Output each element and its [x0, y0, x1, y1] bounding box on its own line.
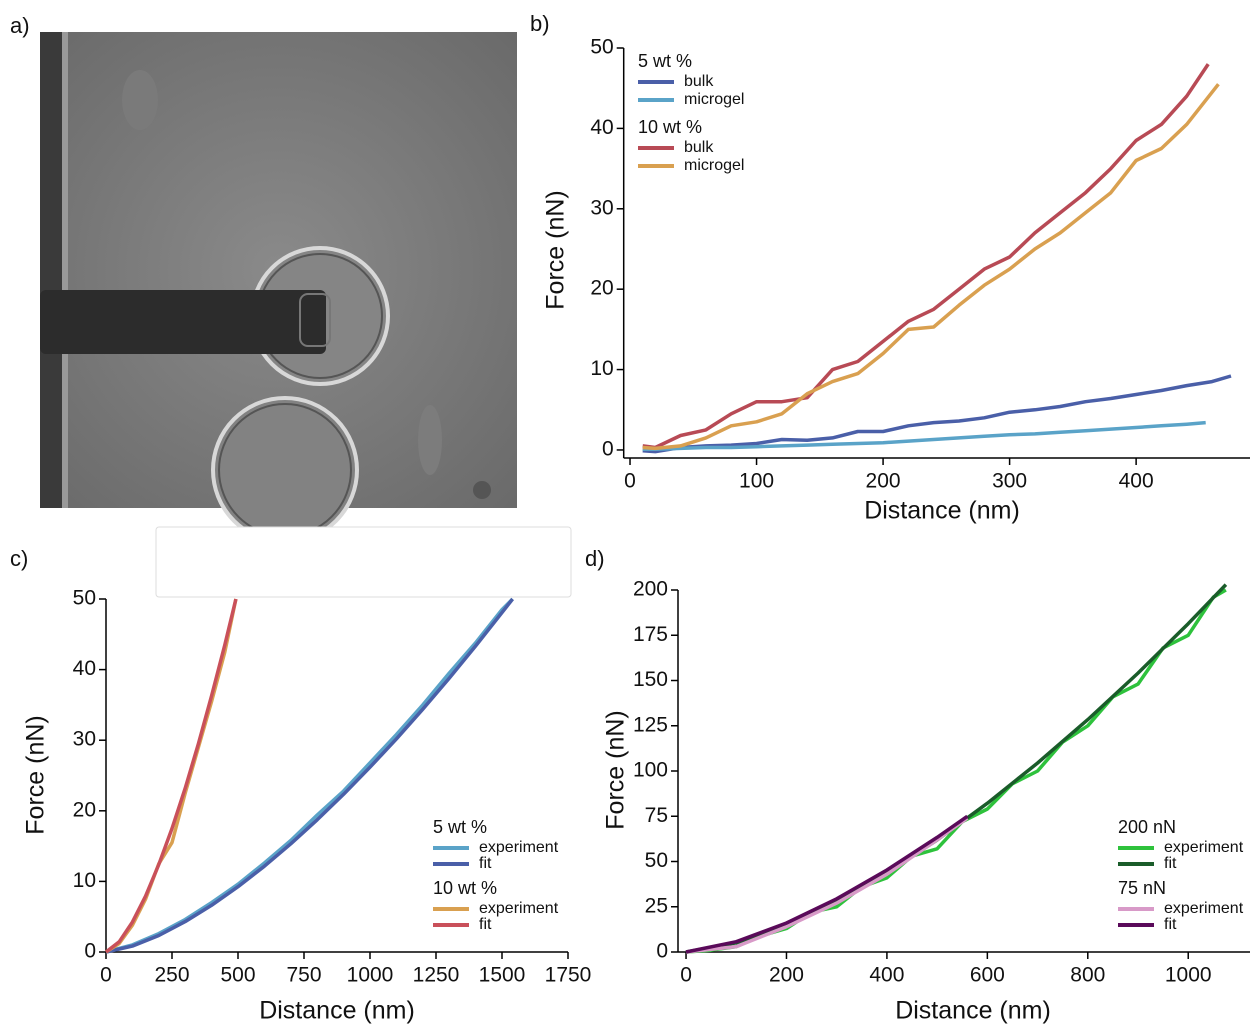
y-tick-label: 30	[73, 728, 96, 751]
panel-label: a)	[10, 13, 30, 38]
y-tick-label: 125	[633, 713, 668, 736]
x-tick-label: 1500	[479, 964, 526, 987]
panel-label: c)	[10, 546, 28, 571]
data-line	[642, 374, 1232, 454]
legend-group-title: 75 nN	[1118, 878, 1166, 898]
legend-group-title: 10 wt %	[433, 878, 497, 898]
y-tick-label: 50	[590, 36, 613, 59]
y-tick-label: 50	[645, 849, 668, 872]
y-tick-label: 10	[73, 869, 96, 892]
legend-label: experiment	[1164, 900, 1244, 917]
y-tick-label: 0	[84, 940, 96, 963]
x-axis-title: Distance (nm)	[864, 497, 1020, 525]
x-axis-title: Distance (nm)	[895, 997, 1051, 1025]
y-tick-label: 100	[633, 759, 668, 782]
y-tick-label: 40	[590, 116, 613, 139]
data-line	[685, 816, 969, 954]
legend-group-title: 10 wt %	[638, 117, 702, 137]
legend-label: fit	[1164, 916, 1177, 933]
legend-label: microgel	[684, 91, 744, 108]
y-tick-label: 0	[656, 940, 668, 963]
x-tick-label: 1250	[413, 964, 460, 987]
legend-label: bulk	[684, 73, 714, 90]
y-axis-title: Force (nN)	[22, 715, 50, 834]
y-tick-label: 50	[73, 587, 96, 610]
x-tick-label: 600	[970, 964, 1005, 987]
x-tick-label: 800	[1070, 964, 1105, 987]
data-line	[105, 597, 514, 954]
x-tick-label: 0	[680, 964, 692, 987]
x-tick-label: 750	[286, 964, 321, 987]
legend-label: bulk	[684, 139, 714, 156]
panel-label: b)	[530, 11, 550, 36]
x-tick-label: 0	[624, 470, 636, 493]
x-tick-label: 400	[869, 964, 904, 987]
data-line	[642, 83, 1220, 451]
data-line	[104, 598, 238, 954]
y-tick-label: 200	[633, 578, 668, 601]
y-tick-label: 25	[645, 894, 668, 917]
legend-group-title: 200 nN	[1118, 817, 1176, 837]
x-tick-label: 250	[154, 964, 189, 987]
data-line	[642, 63, 1210, 450]
y-tick-label: 150	[633, 668, 668, 691]
legend-label: experiment	[479, 839, 559, 856]
x-tick-label: 300	[992, 470, 1027, 493]
data-line	[685, 814, 969, 954]
legend-label: experiment	[479, 900, 559, 917]
panel-label: d)	[585, 546, 605, 571]
legend-label: experiment	[1164, 839, 1244, 856]
microscope-image	[40, 32, 517, 544]
legend-group-title: 5 wt %	[638, 51, 692, 71]
x-tick-label: 100	[739, 470, 774, 493]
data-line	[642, 420, 1206, 451]
y-tick-label: 0	[602, 438, 614, 461]
x-tick-label: 200	[769, 964, 804, 987]
x-tick-label: 500	[220, 964, 255, 987]
y-tick-label: 10	[590, 357, 613, 380]
y-tick-label: 175	[633, 623, 668, 646]
legend-label: fit	[479, 855, 492, 872]
legend-label: fit	[1164, 855, 1177, 872]
x-tick-label: 1000	[1165, 964, 1212, 987]
y-axis-title: Force (nN)	[602, 710, 630, 829]
x-tick-label: 1750	[545, 964, 592, 987]
x-axis-title: Distance (nm)	[259, 997, 415, 1025]
data-line	[105, 597, 514, 954]
y-axis-title: Force (nN)	[542, 190, 570, 309]
x-tick-label: 200	[866, 470, 901, 493]
y-tick-label: 20	[73, 798, 96, 821]
legend-group-title: 5 wt %	[433, 817, 487, 837]
x-tick-label: 1000	[347, 964, 394, 987]
y-tick-label: 30	[590, 196, 613, 219]
legend-label: microgel	[684, 157, 744, 174]
x-tick-label: 0	[100, 964, 112, 987]
y-tick-label: 40	[73, 657, 96, 680]
blank-box	[155, 526, 572, 598]
y-tick-label: 20	[590, 277, 613, 300]
legend-label: fit	[479, 916, 492, 933]
y-tick-label: 75	[645, 804, 668, 827]
x-tick-label: 400	[1119, 470, 1154, 493]
